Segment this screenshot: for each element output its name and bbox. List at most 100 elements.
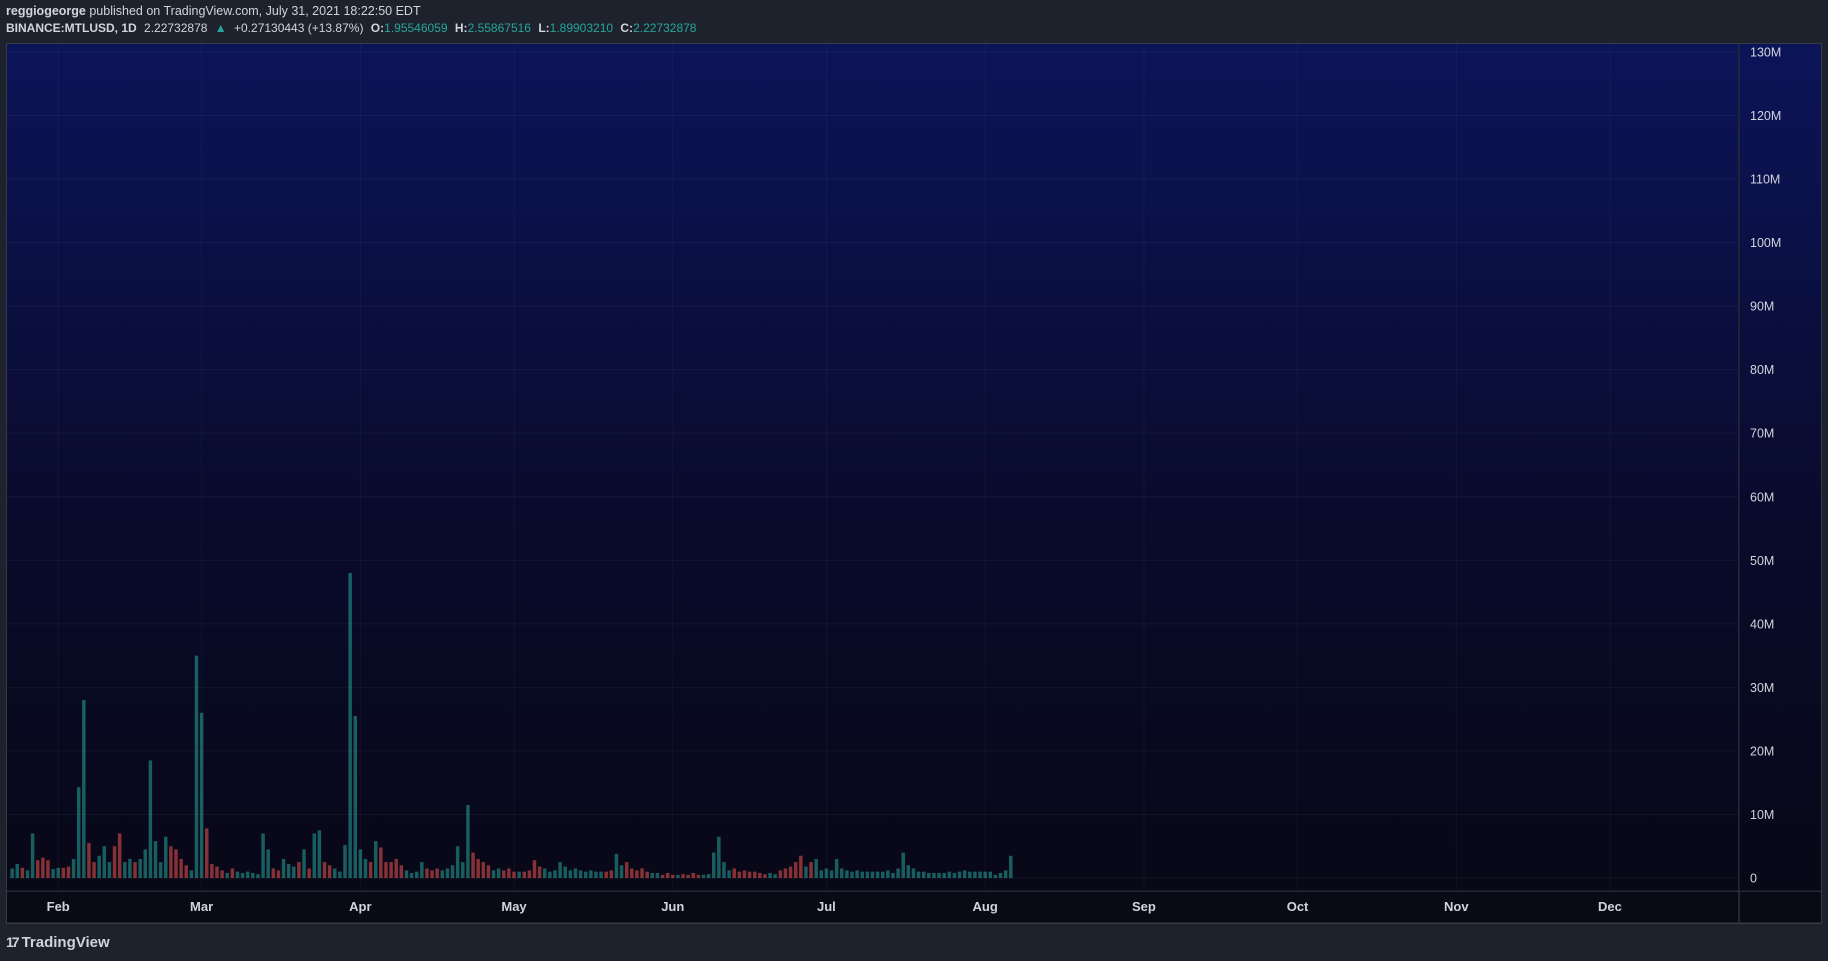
volume-bar[interactable] bbox=[824, 868, 829, 878]
volume-bar[interactable] bbox=[619, 865, 624, 878]
volume-bar[interactable] bbox=[896, 868, 900, 878]
volume-bar[interactable] bbox=[455, 846, 460, 878]
volume-bar[interactable] bbox=[194, 655, 199, 878]
volume-bar[interactable] bbox=[532, 860, 537, 878]
volume-bar[interactable] bbox=[927, 872, 931, 878]
volume-bar[interactable] bbox=[435, 868, 439, 878]
volume-bar[interactable] bbox=[251, 872, 255, 878]
volume-bar[interactable] bbox=[184, 865, 188, 878]
volume-bar[interactable] bbox=[414, 871, 419, 878]
plot-background[interactable] bbox=[7, 44, 1738, 891]
volume-bar[interactable] bbox=[655, 872, 660, 878]
volume-bar[interactable] bbox=[573, 868, 578, 878]
volume-bar[interactable] bbox=[865, 871, 870, 878]
volume-bar[interactable] bbox=[286, 864, 291, 878]
volume-bar[interactable] bbox=[164, 836, 168, 878]
volume-bar[interactable] bbox=[891, 872, 895, 878]
volume-bar[interactable] bbox=[476, 858, 480, 878]
volume-bar[interactable] bbox=[87, 843, 91, 878]
volume-bar[interactable] bbox=[604, 871, 608, 878]
volume-bar[interactable] bbox=[82, 700, 86, 878]
volume-bar[interactable] bbox=[128, 858, 132, 878]
volume-bar[interactable] bbox=[35, 860, 40, 878]
volume-bar[interactable] bbox=[701, 874, 706, 878]
tradingview-logo[interactable]: 17 TradingView bbox=[6, 932, 110, 952]
volume-bar[interactable] bbox=[1003, 870, 1008, 878]
volume-bar[interactable] bbox=[358, 849, 363, 878]
volume-bar[interactable] bbox=[256, 874, 260, 878]
volume-bar[interactable] bbox=[630, 868, 634, 878]
volume-bar[interactable] bbox=[71, 858, 76, 878]
volume-bar[interactable] bbox=[379, 847, 383, 879]
volume-bar[interactable] bbox=[466, 804, 470, 878]
volume-bar[interactable] bbox=[317, 830, 322, 878]
volume-bar[interactable] bbox=[706, 874, 711, 878]
volume-bar[interactable] bbox=[691, 872, 695, 878]
volume-bar[interactable] bbox=[752, 871, 757, 878]
volume-bar[interactable] bbox=[496, 868, 501, 878]
volume-bar[interactable] bbox=[61, 867, 66, 878]
volume-bar[interactable] bbox=[696, 874, 701, 878]
volume-bar[interactable] bbox=[962, 870, 967, 878]
volume-bar[interactable] bbox=[998, 872, 1003, 878]
volume-bar[interactable] bbox=[609, 870, 614, 878]
volume-bar[interactable] bbox=[916, 871, 921, 878]
volume-bar[interactable] bbox=[906, 865, 911, 878]
volume-bar[interactable] bbox=[768, 872, 772, 878]
volume-bar[interactable] bbox=[988, 871, 993, 878]
volume-bar[interactable] bbox=[583, 871, 588, 878]
volume-bar[interactable] bbox=[875, 871, 880, 878]
volume-bar[interactable] bbox=[307, 868, 311, 878]
volume-bar[interactable] bbox=[430, 870, 434, 878]
volume-bar[interactable] bbox=[20, 867, 25, 878]
volume-bar[interactable] bbox=[220, 870, 224, 878]
volume-bar[interactable] bbox=[440, 870, 445, 878]
volume-bar[interactable] bbox=[901, 852, 905, 878]
volume-bar[interactable] bbox=[322, 862, 327, 878]
volume-bar[interactable] bbox=[881, 871, 885, 878]
volume-bar[interactable] bbox=[353, 715, 357, 878]
volume-bar[interactable] bbox=[46, 860, 50, 878]
volume-bar[interactable] bbox=[809, 862, 813, 878]
volume-bar[interactable] bbox=[624, 862, 629, 878]
volume-bar[interactable] bbox=[578, 870, 583, 878]
volume-bar[interactable] bbox=[266, 849, 270, 878]
volume-bar[interactable] bbox=[240, 872, 245, 878]
volume-bar[interactable] bbox=[1009, 855, 1013, 878]
volume-bar[interactable] bbox=[30, 833, 35, 878]
volume-bar[interactable] bbox=[747, 871, 752, 878]
volume-bar[interactable] bbox=[409, 872, 414, 878]
volume-bar[interactable] bbox=[15, 864, 19, 878]
volume-bar[interactable] bbox=[635, 870, 639, 878]
volume-bar[interactable] bbox=[968, 871, 972, 878]
volume-bar[interactable] bbox=[681, 874, 685, 878]
volume-bar[interactable] bbox=[445, 868, 450, 878]
volume-bar[interactable] bbox=[333, 868, 337, 878]
volume-bar[interactable] bbox=[230, 868, 235, 878]
volume-bar[interactable] bbox=[650, 872, 655, 878]
volume-bar[interactable] bbox=[271, 868, 276, 878]
volume-bar[interactable] bbox=[727, 870, 731, 878]
volume-bar[interactable] bbox=[522, 871, 526, 878]
volume-bar[interactable] bbox=[123, 862, 127, 878]
volume-bar[interactable] bbox=[512, 871, 516, 878]
volume-bar[interactable] bbox=[450, 865, 455, 878]
volume-bar[interactable] bbox=[886, 870, 890, 878]
volume-bar[interactable] bbox=[763, 874, 767, 878]
volume-bar[interactable] bbox=[261, 833, 265, 878]
volume-bar[interactable] bbox=[112, 846, 117, 878]
volume-bar[interactable] bbox=[491, 870, 496, 878]
volume-bar[interactable] bbox=[676, 874, 680, 878]
volume-bar[interactable] bbox=[199, 712, 204, 878]
volume-bar[interactable] bbox=[471, 852, 475, 878]
volume-bar[interactable] bbox=[158, 862, 163, 878]
volume-bar[interactable] bbox=[993, 874, 998, 878]
symbol-name[interactable]: BINANCE:MTLUSD, 1D bbox=[6, 21, 137, 35]
volume-bar[interactable] bbox=[399, 865, 404, 878]
volume-bar[interactable] bbox=[174, 849, 178, 878]
volume-bar[interactable] bbox=[297, 862, 301, 878]
volume-bar[interactable] bbox=[665, 872, 670, 878]
volume-bar[interactable] bbox=[799, 855, 803, 878]
volume-bar[interactable] bbox=[245, 871, 250, 878]
